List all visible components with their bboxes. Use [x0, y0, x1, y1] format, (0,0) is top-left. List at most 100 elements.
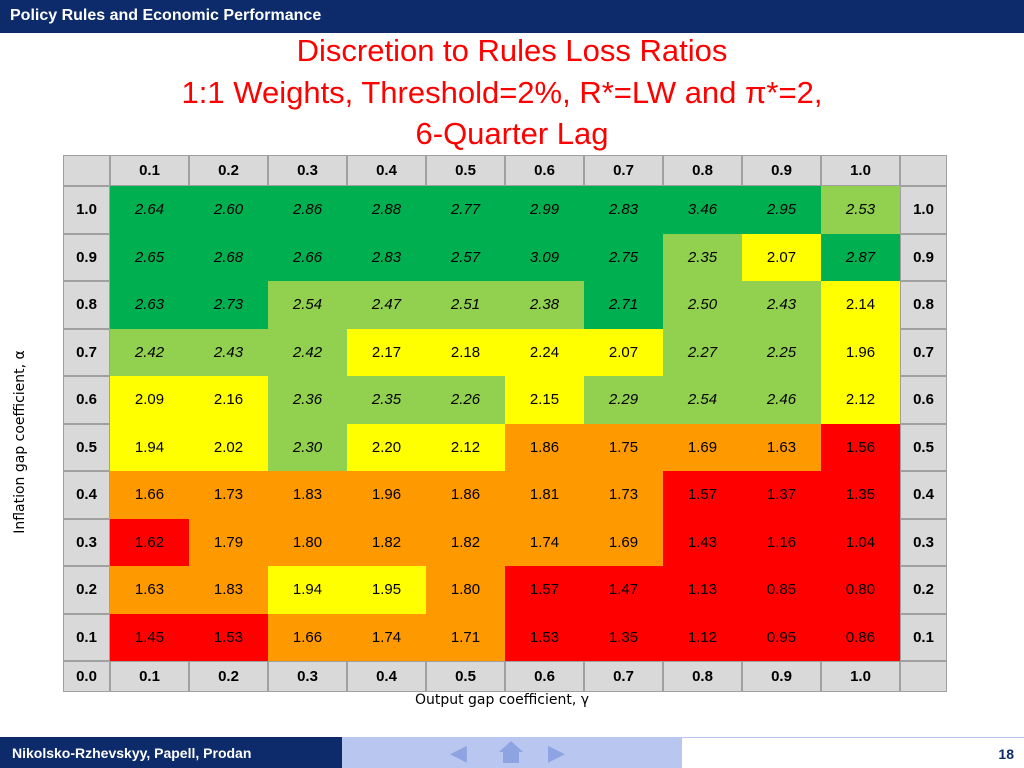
heatmap-cell: 2.51	[426, 281, 505, 329]
x-tick-label: 0.4	[347, 155, 426, 186]
footer-nav-panel: ◀ ▶	[342, 737, 682, 768]
heatmap-cell: 2.86	[268, 186, 347, 234]
heatmap-cell: 0.86	[821, 613, 900, 661]
x-tick-label-bottom: 0.7	[584, 661, 663, 692]
x-tick-label-bottom: 0.5	[426, 661, 505, 692]
y-tick-label: 0.5	[63, 423, 110, 471]
y-tick-label-right: 0.9	[900, 233, 947, 281]
heatmap-cell: 0.85	[742, 566, 821, 614]
top-bar: Policy Rules and Economic Performance	[0, 0, 1024, 33]
previous-slide-icon[interactable]: ◀	[450, 740, 467, 765]
heatmap-cell: 2.14	[821, 281, 900, 329]
heatmap-cell: 1.12	[663, 613, 742, 661]
heatmap-cell: 2.38	[505, 281, 584, 329]
x-tick-label: 0.2	[189, 155, 268, 186]
heatmap-cell: 1.35	[584, 613, 663, 661]
next-slide-icon[interactable]: ▶	[548, 740, 565, 765]
x-tick-label: 0.8	[663, 155, 742, 186]
heatmap-cell: 1.82	[426, 518, 505, 566]
heatmap-cell: 2.09	[110, 376, 189, 424]
x-tick-label: 0.7	[584, 155, 663, 186]
y-tick-label-right: 0.4	[900, 471, 947, 519]
heatmap-cell: 1.86	[426, 471, 505, 519]
heatmap-cell: 1.62	[110, 518, 189, 566]
heatmap-cell: 1.69	[663, 423, 742, 471]
slide-title-line-3: 6-Quarter Lag	[415, 116, 609, 151]
heatmap-cell: 2.83	[347, 233, 426, 281]
heatmap-cell: 1.16	[742, 518, 821, 566]
heatmap-cell: 1.80	[268, 518, 347, 566]
heatmap-cell: 1.57	[505, 566, 584, 614]
heatmap-cell: 2.68	[189, 233, 268, 281]
heatmap-cell: 1.66	[268, 613, 347, 661]
corner-cell	[63, 155, 110, 186]
heatmap-cell: 1.57	[663, 471, 742, 519]
heatmap-cell: 1.53	[505, 613, 584, 661]
heatmap-cell: 2.95	[742, 186, 821, 234]
heatmap-cell: 2.43	[742, 281, 821, 329]
heatmap-cell: 2.47	[347, 281, 426, 329]
footer-page-panel: 18	[682, 737, 1024, 768]
x-tick-label-bottom: 0.1	[110, 661, 189, 692]
heatmap-cell: 2.88	[347, 186, 426, 234]
y-tick-label: 0.1	[63, 613, 110, 661]
y-tick-label: 0.6	[63, 376, 110, 424]
heatmap-cell: 1.69	[584, 518, 663, 566]
heatmap-cell: 2.87	[821, 233, 900, 281]
heatmap-cell: 1.53	[189, 613, 268, 661]
heatmap-cell: 1.66	[110, 471, 189, 519]
heatmap-cell: 1.79	[189, 518, 268, 566]
heatmap-cell: 2.42	[268, 328, 347, 376]
corner-cell	[900, 155, 947, 186]
heatmap-cell: 2.16	[189, 376, 268, 424]
heatmap-cell: 1.63	[742, 423, 821, 471]
home-icon[interactable]	[498, 740, 524, 768]
heatmap-cell: 2.99	[505, 186, 584, 234]
y-tick-label-right: 0.1	[900, 613, 947, 661]
heatmap-cell: 2.35	[663, 233, 742, 281]
heatmap-cell: 2.17	[347, 328, 426, 376]
footer-author-panel: Nikolsko-Rzhevskyy, Papell, Prodan	[0, 737, 342, 768]
heatmap-cell: 2.18	[426, 328, 505, 376]
x-tick-label: 0.3	[268, 155, 347, 186]
heatmap-cell: 2.64	[110, 186, 189, 234]
heatmap-cell: 2.63	[110, 281, 189, 329]
heatmap-cell: 2.26	[426, 376, 505, 424]
heatmap-cell: 1.82	[347, 518, 426, 566]
y-axis-label: Inflation gap coefficient, α	[12, 350, 28, 534]
heatmap-cell: 1.04	[821, 518, 900, 566]
home-icon-svg	[499, 741, 523, 763]
heatmap-cell: 1.95	[347, 566, 426, 614]
heatmap-cell: 2.50	[663, 281, 742, 329]
heatmap-cell: 2.71	[584, 281, 663, 329]
y-tick-label: 0.8	[63, 281, 110, 329]
heatmap-cell: 1.75	[584, 423, 663, 471]
heatmap-cell: 2.36	[268, 376, 347, 424]
heatmap-cell: 2.02	[189, 423, 268, 471]
heatmap-cell: 1.63	[110, 566, 189, 614]
y-tick-label-right: 0.6	[900, 376, 947, 424]
heatmap-cell: 1.56	[821, 423, 900, 471]
y-tick-label-right: 0.8	[900, 281, 947, 329]
heatmap-cell: 1.80	[426, 566, 505, 614]
y-tick-label: 1.0	[63, 186, 110, 234]
heatmap-cell: 1.73	[584, 471, 663, 519]
x-tick-label: 0.5	[426, 155, 505, 186]
heatmap-cell: 2.77	[426, 186, 505, 234]
heatmap-cell: 2.15	[505, 376, 584, 424]
x-tick-label-bottom: 0.6	[505, 661, 584, 692]
heatmap-cell: 1.74	[505, 518, 584, 566]
heatmap-cell: 1.73	[189, 471, 268, 519]
heatmap-cell: 3.46	[663, 186, 742, 234]
heatmap-cell: 1.81	[505, 471, 584, 519]
x-tick-label-bottom: 0.3	[268, 661, 347, 692]
y-tick-label: 0.3	[63, 518, 110, 566]
footer-authors: Nikolsko-Rzhevskyy, Papell, Prodan	[12, 745, 252, 761]
heatmap-cell: 2.60	[189, 186, 268, 234]
heatmap-cell: 2.24	[505, 328, 584, 376]
heatmap-cell: 2.46	[742, 376, 821, 424]
x-tick-label: 1.0	[821, 155, 900, 186]
heatmap-cell: 1.43	[663, 518, 742, 566]
heatmap-cell: 2.30	[268, 423, 347, 471]
y-tick-label-right: 0.7	[900, 328, 947, 376]
